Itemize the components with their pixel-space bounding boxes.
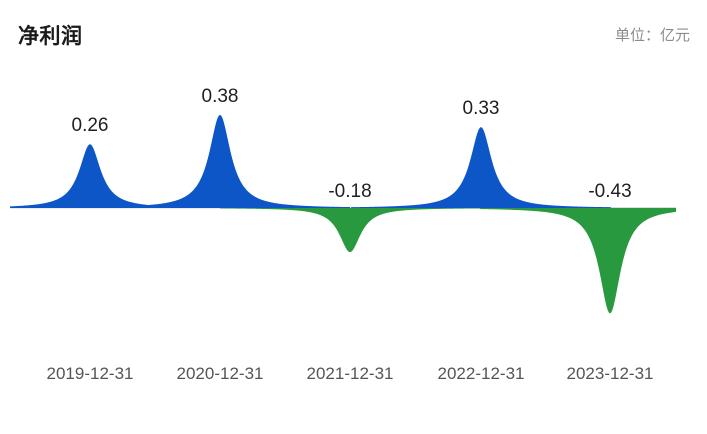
chart-title: 净利润 bbox=[18, 25, 83, 48]
spike-positive[interactable] bbox=[351, 127, 611, 208]
value-label: 0.26 bbox=[71, 115, 109, 136]
spike-negative[interactable] bbox=[480, 208, 676, 314]
x-axis-label: 2023-12-31 bbox=[566, 364, 654, 383]
value-label: 0.38 bbox=[201, 86, 239, 107]
chart-unit-label: 单位：亿元 bbox=[614, 27, 690, 44]
spike-negative[interactable] bbox=[220, 208, 480, 253]
value-label: -0.18 bbox=[328, 181, 372, 202]
x-axis-label: 2019-12-31 bbox=[46, 364, 134, 383]
spike-positive[interactable] bbox=[10, 144, 220, 208]
x-axis-label: 2020-12-31 bbox=[176, 364, 264, 383]
x-axis-label: 2021-12-31 bbox=[306, 364, 394, 383]
value-label: 0.33 bbox=[462, 98, 500, 119]
spike-positive[interactable] bbox=[90, 114, 350, 208]
x-axis-label: 2022-12-31 bbox=[437, 364, 525, 383]
value-label: -0.43 bbox=[588, 181, 632, 202]
